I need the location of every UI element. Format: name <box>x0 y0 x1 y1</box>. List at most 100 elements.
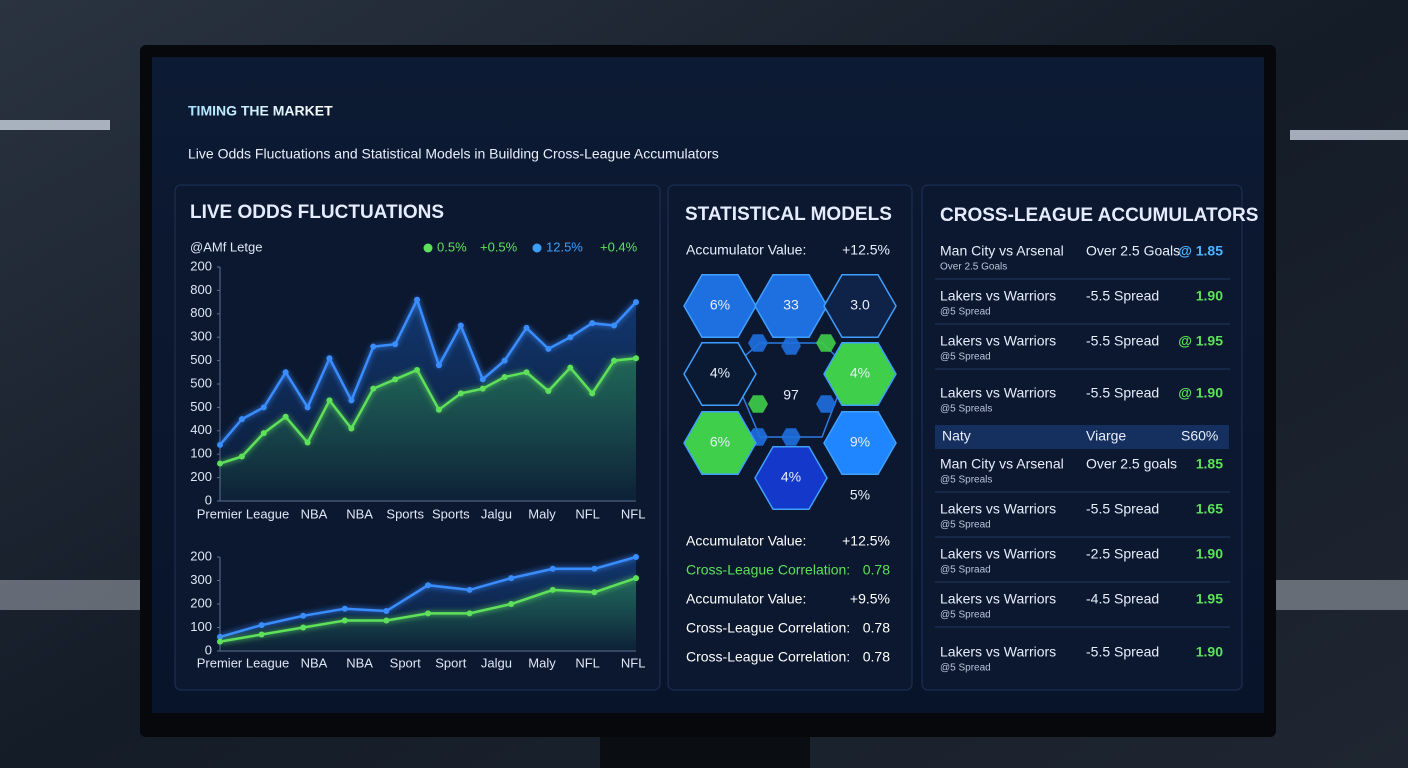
model-label: Cross-League Correlation: <box>686 562 850 578</box>
model-value: 0.78 <box>863 649 890 665</box>
small-hexagon <box>816 395 836 413</box>
area-glow <box>220 358 636 501</box>
point <box>567 334 574 341</box>
table-header-band <box>935 425 1229 449</box>
x-tick-label: NBA <box>301 506 328 521</box>
point <box>567 364 574 371</box>
x-tick-label: NFL <box>575 655 600 670</box>
point <box>479 385 486 392</box>
y-tick-label: 800 <box>190 282 212 297</box>
match: Lakers vs Warriors <box>940 644 1056 660</box>
match: Man City vs Arsenal <box>940 243 1064 259</box>
hexagon <box>683 274 757 338</box>
x-tick-label: Premier League <box>197 655 290 670</box>
market: -5.5 Spread <box>1086 644 1159 660</box>
table-header: Viarge <box>1086 428 1126 444</box>
point <box>425 610 431 617</box>
x-tick-label: Jalgu <box>481 506 512 521</box>
y-tick-label: 0 <box>205 492 212 507</box>
point <box>589 390 596 397</box>
point <box>611 357 618 364</box>
point <box>326 355 333 362</box>
match-sub: Over 2.5 Goals <box>940 262 1007 273</box>
legend-text: +0.4% <box>600 239 638 254</box>
point <box>341 605 348 612</box>
match: Lakers vs Warriors <box>940 333 1056 349</box>
market: -5.5 Spread <box>1086 288 1159 304</box>
desk <box>1275 580 1408 610</box>
desk <box>0 580 140 610</box>
odds: @ 1.95 <box>1178 333 1223 349</box>
market: -4.5 Spread <box>1086 591 1159 607</box>
point <box>508 575 515 582</box>
point <box>370 385 377 392</box>
legend-text: +0.5% <box>480 239 518 254</box>
point <box>217 441 223 448</box>
point <box>258 631 265 638</box>
x-tick-label: Sport <box>435 655 466 670</box>
match-sub: @5 Spread <box>940 352 991 363</box>
odds: @ 1.85 <box>1178 243 1223 259</box>
y-tick-label: 0 <box>205 642 212 657</box>
x-tick-label: NBA <box>346 655 373 670</box>
point <box>282 369 289 376</box>
point <box>260 430 267 437</box>
point <box>370 343 377 350</box>
title: TIMING THE MARKET <box>188 103 333 119</box>
x-tick-label: NFL <box>575 506 600 521</box>
x-tick-label: NFL <box>621 506 646 521</box>
small-hexagon <box>816 334 836 352</box>
model-value: 0.78 <box>863 562 890 578</box>
line <box>219 296 637 446</box>
point <box>466 586 473 593</box>
legend-text: 12.5% <box>546 239 583 254</box>
legend-dot <box>532 243 542 253</box>
odds: 1.65 <box>1196 501 1223 517</box>
model-label: Accumulator Value: <box>686 242 806 258</box>
point <box>457 390 464 397</box>
model-value: +12.5% <box>842 533 890 549</box>
point <box>589 320 596 327</box>
ceiling-light <box>1290 130 1408 140</box>
y-tick-label: 400 <box>190 422 212 437</box>
point <box>326 397 333 404</box>
point <box>425 582 431 589</box>
match: Man City vs Arsenal <box>940 456 1064 472</box>
small-hexagon <box>781 337 801 355</box>
x-tick-label: Sports <box>386 506 424 521</box>
hexagon-label: 33 <box>783 297 799 313</box>
line <box>219 357 637 465</box>
point <box>238 416 245 423</box>
hexagon-label: 9% <box>850 434 870 450</box>
x-tick-label: NFL <box>621 655 646 670</box>
panel-title: LIVE ODDS FLUCTUATIONS <box>190 202 444 223</box>
hexagon <box>754 274 828 338</box>
model-value: 0.78 <box>863 620 890 636</box>
point <box>508 601 515 607</box>
y-tick-label: 800 <box>190 305 212 320</box>
point <box>549 565 556 572</box>
small-hexagon <box>748 395 768 413</box>
market: -2.5 Spread <box>1086 546 1159 562</box>
x-tick-label: Sports <box>432 506 470 521</box>
model-label: Cross-League Correlation: <box>686 649 850 665</box>
point <box>414 366 421 373</box>
x-tick-label: Maly <box>528 506 556 521</box>
match-sub: @5 Spraad <box>940 565 991 576</box>
point <box>591 565 598 572</box>
point <box>545 345 552 352</box>
odds: 1.90 <box>1196 288 1223 304</box>
model-label: Accumulator Value: <box>686 533 806 549</box>
point <box>457 322 464 329</box>
panel-title: CROSS-LEAGUE ACCUMULATORS <box>940 205 1258 226</box>
model-label: Accumulator Value: <box>686 591 806 607</box>
point <box>523 369 530 376</box>
point <box>341 617 348 624</box>
hexagon <box>683 342 757 406</box>
match: Lakers vs Warriors <box>940 385 1056 401</box>
match: Lakers vs Warriors <box>940 501 1056 517</box>
point <box>392 376 399 383</box>
match-sub: @5 Spreals <box>940 404 992 415</box>
point <box>348 397 355 404</box>
market: Over 2.5 Goals <box>1086 243 1180 259</box>
